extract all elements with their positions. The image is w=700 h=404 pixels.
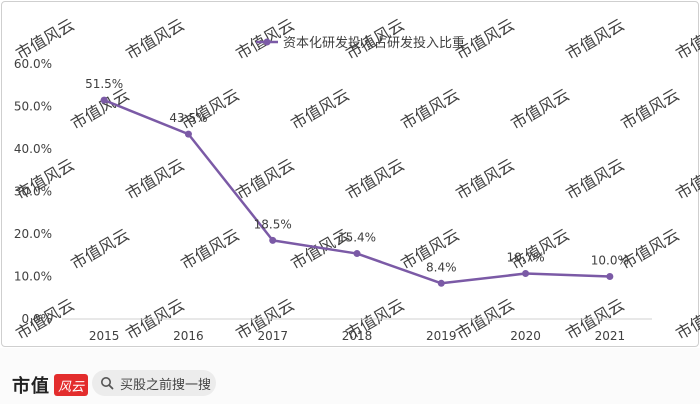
legend-label: 资本化研发投入占研发投入比重	[283, 35, 465, 51]
data-labels: 51.5% 43.5% 18.5% 15.4% 8.4% 10.7% 10.0%	[85, 77, 629, 274]
watermark-text: 市值风云	[508, 225, 573, 273]
watermark-text: 市值风云	[563, 155, 628, 203]
watermark-text: 市值风云	[178, 225, 243, 273]
x-tick-label: 2021	[595, 329, 626, 343]
watermark-text: 市值风云	[508, 85, 573, 133]
data-label: 10.0%	[591, 254, 629, 268]
data-label: 8.4%	[426, 260, 457, 274]
watermark-text: 市值风云	[68, 225, 133, 273]
watermark-text: 市值风云	[618, 85, 683, 133]
data-label: 15.4%	[338, 231, 376, 245]
watermark-text: 市值风云	[123, 155, 188, 203]
x-tick-label: 2018	[342, 329, 373, 343]
data-point	[184, 130, 192, 138]
data-points	[100, 96, 614, 287]
watermark-text: 市值风云	[288, 85, 353, 133]
x-tick-label: 2016	[173, 329, 204, 343]
data-point	[437, 279, 445, 287]
data-point	[269, 236, 277, 244]
y-tick-label: 50.0%	[14, 100, 52, 114]
x-tick-label: 2017	[257, 329, 288, 343]
y-tick-label: 30.0%	[14, 185, 52, 199]
data-label: 51.5%	[85, 77, 123, 91]
watermark-text: 市值风云	[398, 85, 463, 133]
watermark-text: 市值风云	[673, 15, 700, 63]
watermark-text: 市值风云	[343, 155, 408, 203]
y-tick-label: 60.0%	[14, 57, 52, 71]
x-axis-ticks: 2015 2016 2017 2018 2019 2020 2021	[89, 329, 625, 343]
data-label: 10.7%	[507, 251, 545, 265]
brand: 市值 风云	[12, 372, 88, 398]
brand-logo: 风云	[54, 374, 88, 396]
watermark-text: 市值风云	[673, 295, 700, 343]
data-label: 18.5%	[254, 217, 292, 231]
search-button[interactable]: 买股之前搜一搜	[92, 370, 216, 396]
search-label: 买股之前搜一搜	[120, 377, 212, 393]
watermark-text: 市值风云	[563, 15, 628, 63]
data-label: 43.5%	[169, 111, 207, 125]
legend-marker	[263, 38, 271, 46]
data-point	[606, 273, 614, 280]
watermark-text: 市值风云	[178, 85, 243, 133]
data-point	[353, 250, 361, 258]
search-icon	[101, 377, 114, 390]
watermark-text: 市值风云	[68, 85, 133, 133]
watermark-text: 市值风云	[673, 155, 700, 203]
y-tick-label: 0.0%	[22, 312, 53, 326]
y-tick-label: 20.0%	[14, 227, 52, 241]
legend: 资本化研发投入占研发投入比重	[256, 35, 465, 51]
x-tick-label: 2019	[426, 329, 457, 343]
y-tick-label: 40.0%	[14, 142, 52, 156]
data-point	[100, 96, 108, 104]
watermark-text: 市值风云	[233, 155, 298, 203]
x-tick-label: 2015	[89, 329, 120, 343]
data-point	[522, 270, 530, 278]
watermark-text: 市值风云	[123, 15, 188, 63]
y-axis-ticks: 0.0% 10.0% 20.0% 30.0% 40.0% 50.0% 60.0%	[14, 57, 52, 326]
y-tick-label: 10.0%	[14, 270, 52, 284]
chart-frame	[1, 1, 699, 347]
watermark-text: 市值风云	[453, 155, 518, 203]
brand-name: 市值	[12, 376, 50, 397]
x-tick-label: 2020	[510, 329, 541, 343]
